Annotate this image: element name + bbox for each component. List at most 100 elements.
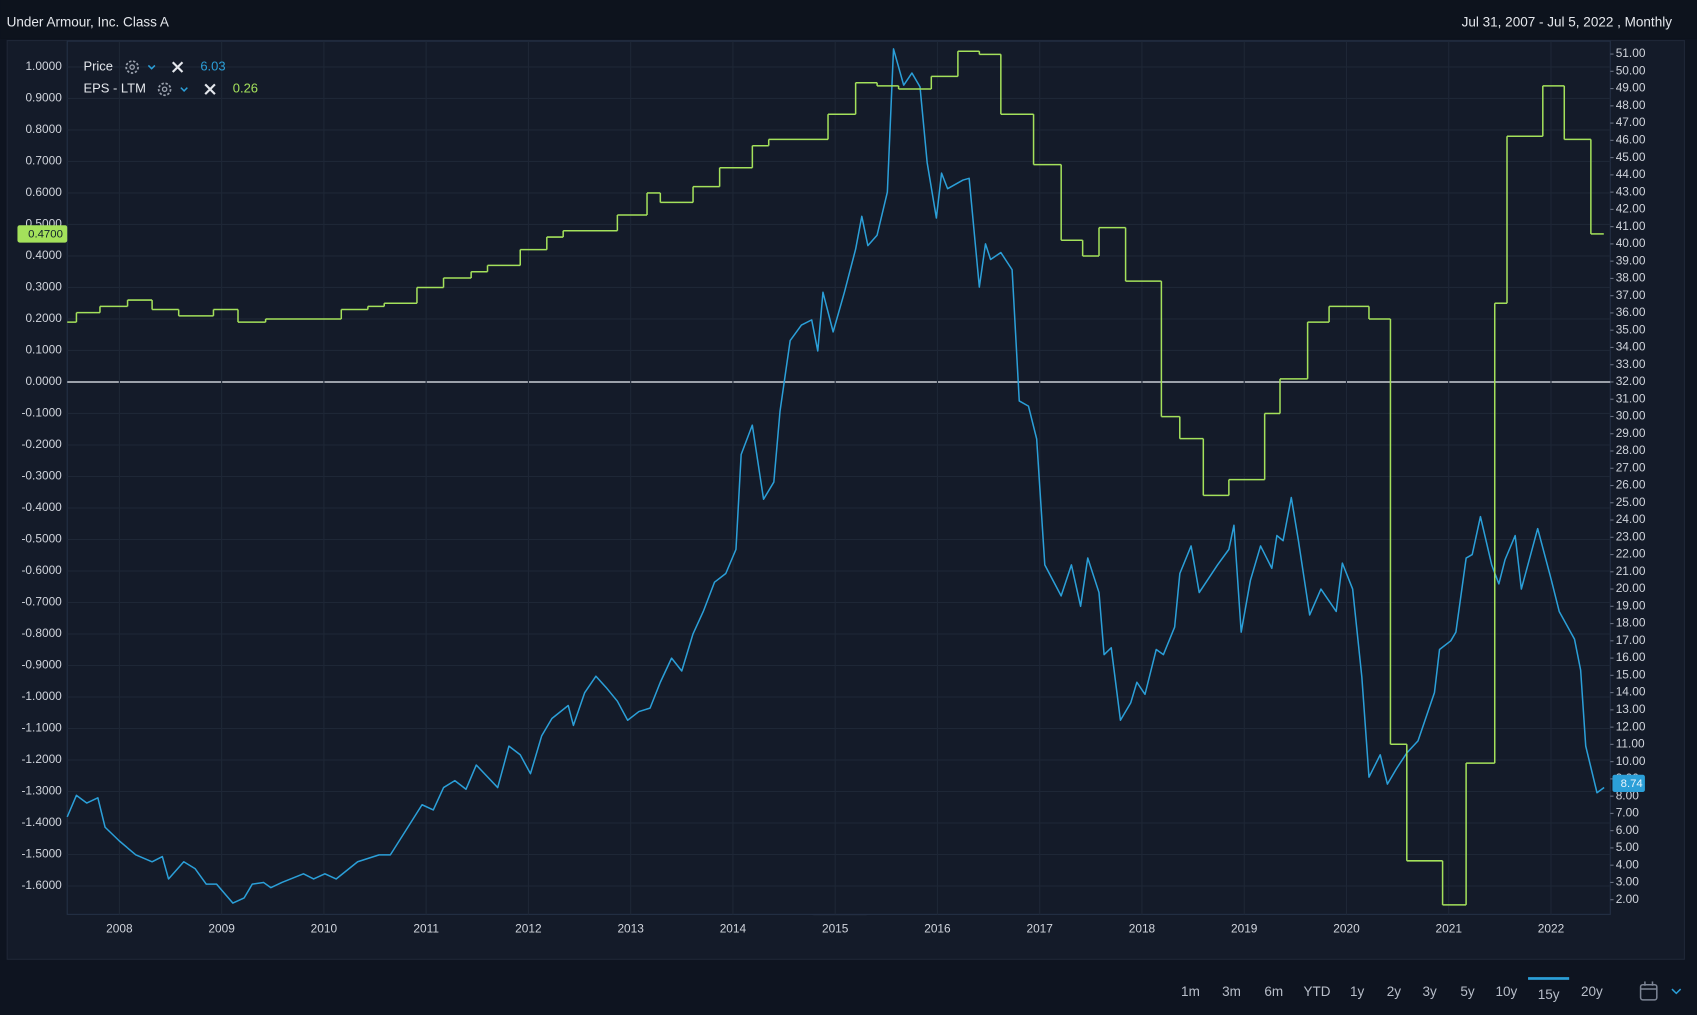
x-tick-label: 2011 [413,922,439,936]
y-tick-label: 0.6000 [25,185,62,199]
y2-tick-label: 50.00 [1616,63,1646,77]
y2-tick-label: 42.00 [1616,202,1646,216]
y2-tick-label: 12.00 [1616,719,1646,733]
last-value-tag: 0.4700 [17,225,68,243]
range-button[interactable]: 1m [1181,984,1200,999]
range-button[interactable]: 15y [1538,987,1560,1002]
y-tick-label: -1.4000 [21,815,62,829]
range-button[interactable]: YTD [1304,984,1331,999]
y2-tick-label: 6.00 [1616,823,1640,837]
y-tick-label: -0.1000 [21,406,62,420]
legend-settings[interactable] [125,60,139,74]
legend-value: 0.26 [233,81,258,96]
y2-tick-label: 4.00 [1616,857,1640,871]
y-tick-label: 0.3000 [25,280,62,294]
range-button[interactable]: 5y [1460,984,1475,999]
y2-tick-label: 51.00 [1616,46,1646,60]
legend-remove[interactable] [204,83,216,95]
x-tick-label: 2017 [1026,922,1053,936]
x-stroke [204,83,216,95]
y2-tick-label: 24.00 [1616,512,1646,526]
legend-name: EPS - LTM [83,81,145,96]
y2-tick-label: 34.00 [1616,340,1646,354]
legend-dropdown[interactable] [180,87,188,92]
legend-entry: EPS - LTM 0.26 [83,81,258,97]
range-button[interactable]: 3y [1422,984,1437,999]
y-tick-label: -1.5000 [21,847,62,861]
x-tick-label: 2015 [822,922,849,936]
y2-tick-label: 27.00 [1616,460,1646,474]
y-tick-label: -0.4000 [21,500,62,514]
y2-tick-label: 23.00 [1616,529,1646,543]
range-button[interactable]: 6m [1264,984,1283,999]
y-tick-label: -0.8000 [21,626,62,640]
y2-tick-label: 15.00 [1616,667,1646,681]
range-button[interactable]: 1y [1350,984,1365,999]
y2-tick-label: 25.00 [1616,495,1646,509]
y2-tick-label: 43.00 [1616,184,1646,198]
y2-tick-label: 3.00 [1616,875,1640,889]
y2-tick-label: 45.00 [1616,150,1646,164]
y2-tick-label: 19.00 [1616,598,1646,612]
y2-tick-label: 13.00 [1616,702,1646,716]
x-tick-label: 2012 [515,922,542,936]
y2-tick-label: 2.00 [1616,892,1640,906]
tag-bg [1612,774,1645,793]
legend-value: 6.03 [200,59,225,74]
y-tick-label: 0.4000 [25,248,62,262]
y2-tick-label: 28.00 [1616,443,1646,457]
y-tick-label: 0.8000 [25,122,62,136]
y-tick-label: -0.3000 [21,469,62,483]
y-tick-label: -0.7000 [21,595,62,609]
range-button[interactable]: 10y [1496,984,1518,999]
y2-tick-label: 32.00 [1616,374,1646,388]
date-range: Jul 31, 2007 - Jul 5, 2022 , Monthly [1462,14,1673,29]
range-button[interactable]: 20y [1581,984,1603,999]
legend-dropdown[interactable] [147,64,156,70]
range-button[interactable]: 3m [1222,984,1241,999]
legend-settings[interactable] [157,82,172,97]
x-tick-label: 2008 [106,922,133,936]
y2-tick-label: 33.00 [1616,357,1646,371]
legend-remove[interactable] [171,61,184,73]
active-indicator [1528,977,1570,980]
range-button[interactable]: 2y [1387,984,1402,999]
y2-tick-label: 30.00 [1616,409,1646,423]
y2-tick-label: 36.00 [1616,305,1646,319]
y-tick-label: -1.1000 [21,721,62,735]
x-tick-label: 2013 [617,922,644,936]
tag-label: 8.74 [1621,778,1643,790]
y2-tick-label: 39.00 [1616,253,1646,267]
y2-tick-label: 22.00 [1616,547,1646,561]
y2-tick-label: 40.00 [1616,236,1646,250]
y2-tick-label: 7.00 [1616,806,1640,820]
y2-tick-label: 14.00 [1616,685,1646,699]
y2-tick-label: 46.00 [1616,132,1646,146]
y2-tick-label: 17.00 [1616,633,1646,647]
y-tick-label: 0.1000 [25,343,62,357]
y2-tick-label: 5.00 [1616,840,1640,854]
y2-tick-label: 44.00 [1616,167,1646,181]
x-stroke [171,61,184,73]
price-line [66,48,1605,904]
eps-step-line [67,50,1604,906]
plot-area [66,40,1611,915]
y2-tick-label: 29.00 [1616,426,1646,440]
y-tick-label: -1.2000 [21,752,62,766]
y-tick-label: -1.3000 [21,784,62,798]
y-tick-label: -0.2000 [21,437,62,451]
y2-tick-label: 20.00 [1616,581,1646,595]
tag-bg [17,225,68,243]
x-tick-label: 2022 [1538,922,1565,936]
y2-tick-label: 31.00 [1616,391,1646,405]
calendar-button[interactable] [1639,981,1682,1001]
x-tick-label: 2009 [208,922,235,936]
gear-icon [157,82,172,97]
y2-tick-label: 35.00 [1616,322,1646,336]
legend-name: Price [83,59,113,74]
y-tick-label: 0.2000 [25,311,62,325]
y2-tick-label: 11.00 [1616,737,1645,751]
x-tick-label: 2014 [720,922,747,936]
